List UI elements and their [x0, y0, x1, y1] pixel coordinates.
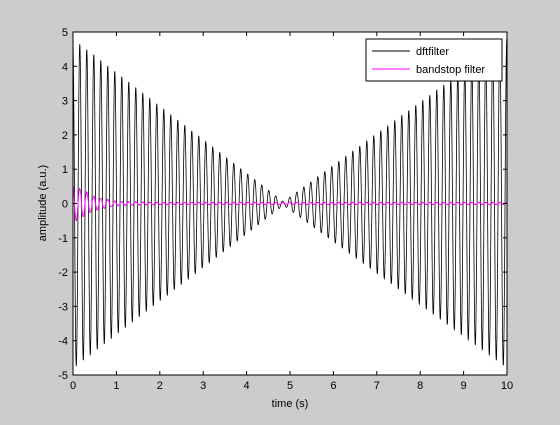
y-tick-label: 0 [62, 199, 68, 211]
x-axis-label: time (s) [272, 398, 309, 410]
x-tick-label: 3 [200, 380, 206, 392]
series-line-dftfilter [72, 38, 508, 367]
y-tick-label: 2 [62, 130, 68, 142]
y-tick-label: 3 [62, 96, 68, 108]
y-axis-label: amplitude (a.u.) [37, 165, 49, 241]
x-tick-label: 9 [461, 380, 467, 392]
legend-entry: dftfilter [416, 46, 449, 58]
legend-box [365, 38, 503, 82]
y-tick-label: 4 [62, 61, 68, 73]
x-tick-label: 10 [501, 380, 513, 392]
series-line-bandstop-filter [72, 184, 508, 222]
y-tick-label: -1 [58, 233, 68, 245]
x-tick-label: 7 [374, 380, 380, 392]
x-tick-label: 6 [330, 380, 336, 392]
x-tick-label: 8 [417, 380, 423, 392]
legend-entry: bandstop filter [416, 64, 485, 76]
y-tick-label: -5 [58, 370, 68, 382]
x-tick-label: 2 [157, 380, 163, 392]
x-tick-label: 0 [70, 380, 76, 392]
x-tick-label: 4 [244, 380, 250, 392]
y-tick-label: -3 [58, 301, 68, 313]
x-tick-label: 5 [287, 380, 293, 392]
y-tick-label: -4 [58, 336, 68, 348]
y-tick-label: 1 [62, 164, 68, 176]
series-layer [72, 38, 508, 367]
y-tick-label: -2 [58, 267, 68, 279]
y-ticks: -5 -4 -3 -2 -1 0 1 2 3 4 5 [58, 27, 507, 382]
x-ticks: 0 1 2 3 4 5 6 7 8 9 10 [70, 32, 513, 392]
x-tick-label: 1 [113, 380, 119, 392]
legend: dftfilter bandstop filter [365, 38, 503, 82]
y-tick-label: 5 [62, 27, 68, 39]
